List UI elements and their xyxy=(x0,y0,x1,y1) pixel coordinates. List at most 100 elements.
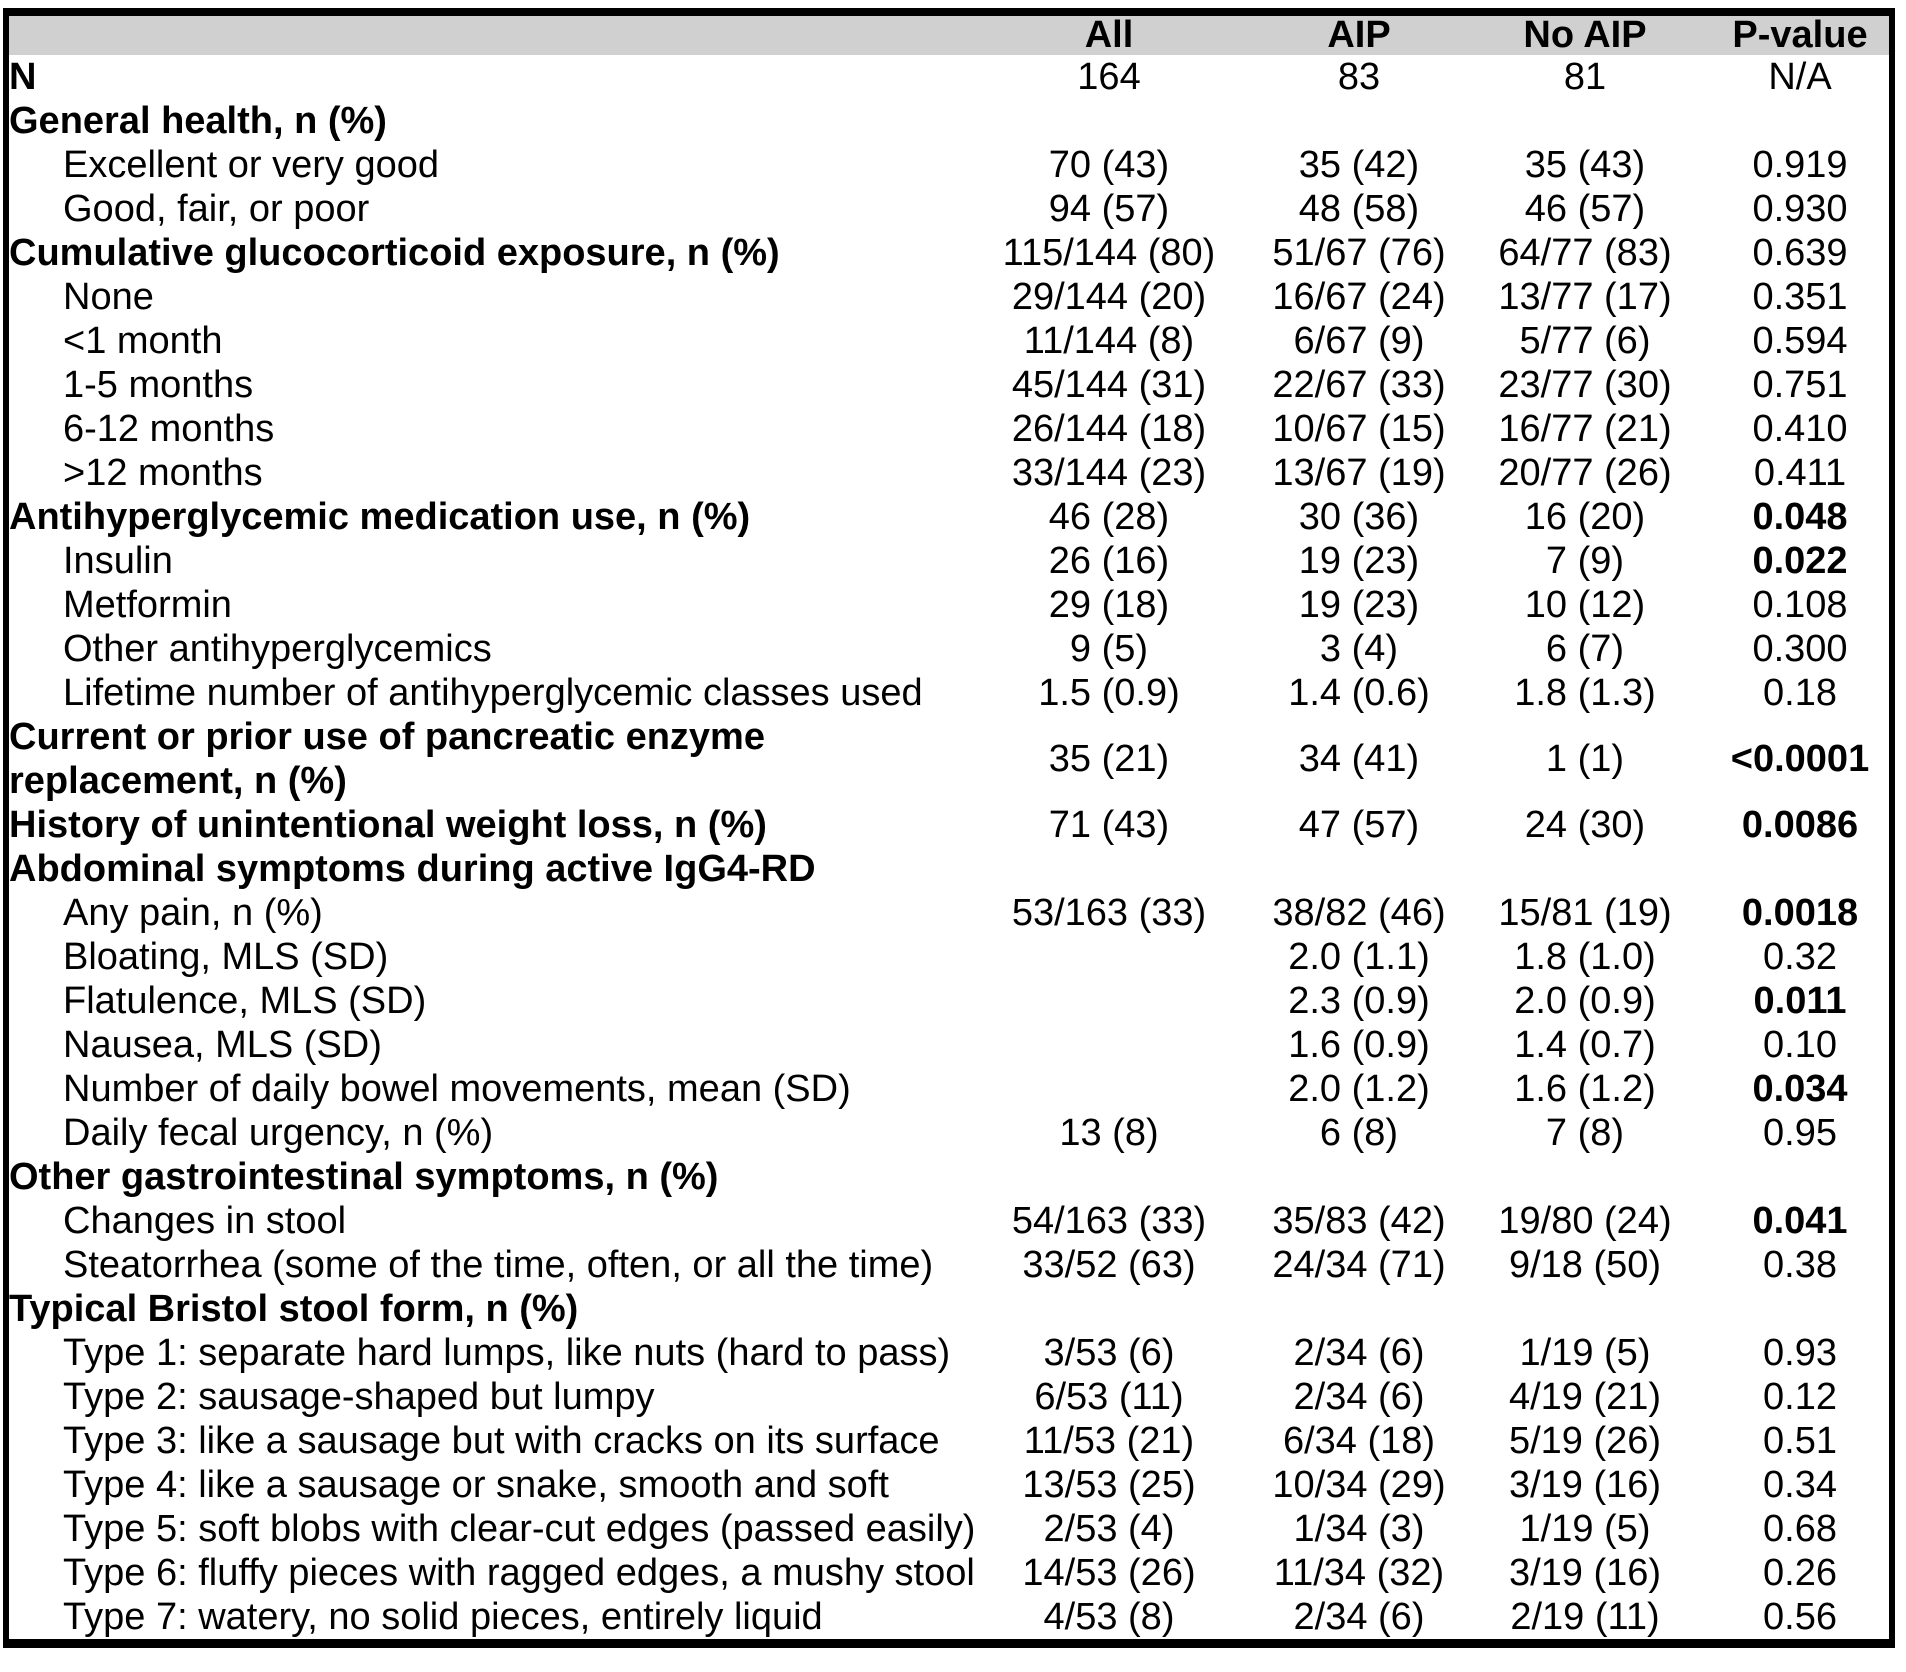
cell-aip: 1/34 (3) xyxy=(1293,1508,1425,1550)
cell-p-value: 0.011 xyxy=(1753,980,1847,1022)
cell-no-aip: 64/77 (83) xyxy=(1498,232,1672,274)
cell-p-value: 0.38 xyxy=(1763,1244,1837,1286)
cell-p-value: 0.751 xyxy=(1752,364,1848,406)
table-row: Number of daily bowel movements, mean (S… xyxy=(9,1067,1889,1111)
data-table: All AIP No AIP P-value N 164 83 81 N/A Genera… xyxy=(9,16,1889,1639)
cell-all: 29/144 (20) xyxy=(1011,276,1207,318)
row-label: Type 6: fluffy pieces with ragged edges,… xyxy=(63,1552,975,1594)
table-row: Nausea, MLS (SD) 1.6 (0.9) 1.4 (0.7) 0.10 xyxy=(9,1023,1889,1067)
cell-p-value: 0.0018 xyxy=(1741,892,1859,934)
cell-aip xyxy=(1259,99,1459,143)
row-label: General health, n (%) xyxy=(9,100,387,142)
row-label: Typical Bristol stool form, n (%) xyxy=(9,1288,579,1330)
cell-aip: 10/67 (15) xyxy=(1272,408,1446,450)
cell-all: 29 (18) xyxy=(1048,584,1170,626)
cell-all xyxy=(959,1067,1259,1111)
row-label: >12 months xyxy=(63,452,263,494)
cell-aip: 47 (57) xyxy=(1298,804,1420,846)
cell-p-value: 0.68 xyxy=(1763,1508,1837,1550)
table-row: Type 4: like a sausage or snake, smooth … xyxy=(9,1463,1889,1507)
cell-p-value: 0.108 xyxy=(1752,584,1848,626)
table-row: 6-12 months 26/144 (18) 10/67 (15) 16/77 (2… xyxy=(9,407,1889,451)
row-label: Number of daily bowel movements, mean (S… xyxy=(63,1068,851,1110)
cell-all xyxy=(959,1155,1259,1199)
cell-p-value: 0.0086 xyxy=(1741,804,1859,846)
cell-p-value: <0.0001 xyxy=(1730,738,1870,780)
cell-p-value xyxy=(1711,99,1889,143)
row-label: Antihyperglycemic medication use, n (%) xyxy=(9,496,751,538)
cell-p-value: 0.919 xyxy=(1752,144,1848,186)
table-row: Bloating, MLS (SD) 2.0 (1.1) 1.8 (1.0) 0.32 xyxy=(9,935,1889,979)
cell-aip: 24/34 (71) xyxy=(1272,1244,1446,1286)
cell-aip: 2/34 (6) xyxy=(1293,1376,1425,1418)
table-row: <1 month 11/144 (8) 6/67 (9) 5/77 (6) 0.594 xyxy=(9,319,1889,363)
cell-no-aip: 7 (8) xyxy=(1545,1112,1625,1154)
cell-p-value: 0.022 xyxy=(1752,540,1848,582)
row-label: History of unintentional weight loss, n … xyxy=(9,804,767,846)
cell-no-aip xyxy=(1459,99,1711,143)
cell-all: 94 (57) xyxy=(1048,188,1170,230)
cell-aip: 30 (36) xyxy=(1298,496,1420,538)
table-row: Insulin 26 (16) 19 (23) 7 (9) 0.022 xyxy=(9,539,1889,583)
table-row: Daily fecal urgency, n (%) 13 (8) 6 (8) 7 (… xyxy=(9,1111,1889,1155)
cell-p-value: 0.410 xyxy=(1752,408,1848,450)
row-label: N xyxy=(9,56,37,98)
cell-p-value: 0.56 xyxy=(1763,1596,1837,1638)
cell-no-aip: 1 (1) xyxy=(1545,738,1625,780)
cell-no-aip: 7 (9) xyxy=(1545,540,1625,582)
cell-no-aip: 1.6 (1.2) xyxy=(1514,1068,1656,1110)
cell-p-value: 0.93 xyxy=(1763,1332,1837,1374)
cell-no-aip xyxy=(1459,1155,1711,1199)
table-row: 1-5 months 45/144 (31) 22/67 (33) 23/77 (30… xyxy=(9,363,1889,407)
cell-aip: 34 (41) xyxy=(1298,738,1420,780)
cell-no-aip: 9/18 (50) xyxy=(1508,1244,1662,1286)
table-row: Other gastrointestinal symptoms, n (%) xyxy=(9,1155,1889,1199)
cell-all: 6/53 (11) xyxy=(1034,1376,1184,1418)
row-label: Steatorrhea (some of the time, often, or… xyxy=(63,1244,934,1286)
cell-p-value: 0.041 xyxy=(1752,1200,1848,1242)
cell-no-aip xyxy=(1459,1287,1711,1331)
row-label: None xyxy=(63,276,154,318)
row-label: 1-5 months xyxy=(63,364,254,406)
cell-no-aip: 23/77 (30) xyxy=(1498,364,1672,406)
cell-p-value xyxy=(1711,847,1889,891)
cell-all: 54/163 (33) xyxy=(1011,1200,1207,1242)
cell-aip: 10/34 (29) xyxy=(1272,1464,1446,1506)
cell-all xyxy=(959,1287,1259,1331)
row-label: Abdominal symptoms during active IgG4-RD xyxy=(9,848,816,890)
table-row: Type 6: fluffy pieces with ragged edges,… xyxy=(9,1551,1889,1595)
row-label: Flatulence, MLS (SD) xyxy=(63,980,427,1022)
cell-all: 70 (43) xyxy=(1048,144,1170,186)
cell-p-value: 0.95 xyxy=(1763,1112,1837,1154)
row-label: Excellent or very good xyxy=(63,144,439,186)
row-label: Insulin xyxy=(63,540,173,582)
cell-aip xyxy=(1259,1155,1459,1199)
cell-all: 33/52 (63) xyxy=(1022,1244,1196,1286)
cell-p-value: 0.930 xyxy=(1752,188,1848,230)
cell-aip: 2/34 (6) xyxy=(1293,1596,1425,1638)
cell-all: 45/144 (31) xyxy=(1011,364,1207,406)
row-label: 6-12 months xyxy=(63,408,275,450)
table-row: Type 7: watery, no solid pieces, entirel… xyxy=(9,1595,1889,1639)
cell-aip: 6 (8) xyxy=(1319,1112,1399,1154)
cell-aip: 35 (42) xyxy=(1298,144,1420,186)
cell-all xyxy=(959,979,1259,1023)
cell-aip: 2.3 (0.9) xyxy=(1288,980,1430,1022)
cell-no-aip: 16 (20) xyxy=(1524,496,1646,538)
header-row: All AIP No AIP P-value xyxy=(9,16,1889,55)
cell-aip: 83 xyxy=(1337,56,1381,98)
cell-no-aip: 1.8 (1.0) xyxy=(1514,936,1656,978)
table-row: Type 5: soft blobs with clear-cut edges … xyxy=(9,1507,1889,1551)
cell-no-aip: 5/77 (6) xyxy=(1519,320,1651,362)
cell-no-aip: 5/19 (26) xyxy=(1508,1420,1662,1462)
cell-all: 3/53 (6) xyxy=(1043,1332,1175,1374)
row-label: Nausea, MLS (SD) xyxy=(63,1024,382,1066)
table-header: All AIP No AIP P-value xyxy=(9,16,1889,55)
cell-aip: 19 (23) xyxy=(1298,540,1420,582)
cell-p-value: 0.10 xyxy=(1763,1024,1837,1066)
row-label: Any pain, n (%) xyxy=(63,892,323,934)
cell-all: 115/144 (80) xyxy=(1002,232,1216,274)
cell-no-aip: 24 (30) xyxy=(1524,804,1646,846)
cell-no-aip: 4/19 (21) xyxy=(1508,1376,1662,1418)
header-col-aip: AIP xyxy=(1259,16,1459,55)
